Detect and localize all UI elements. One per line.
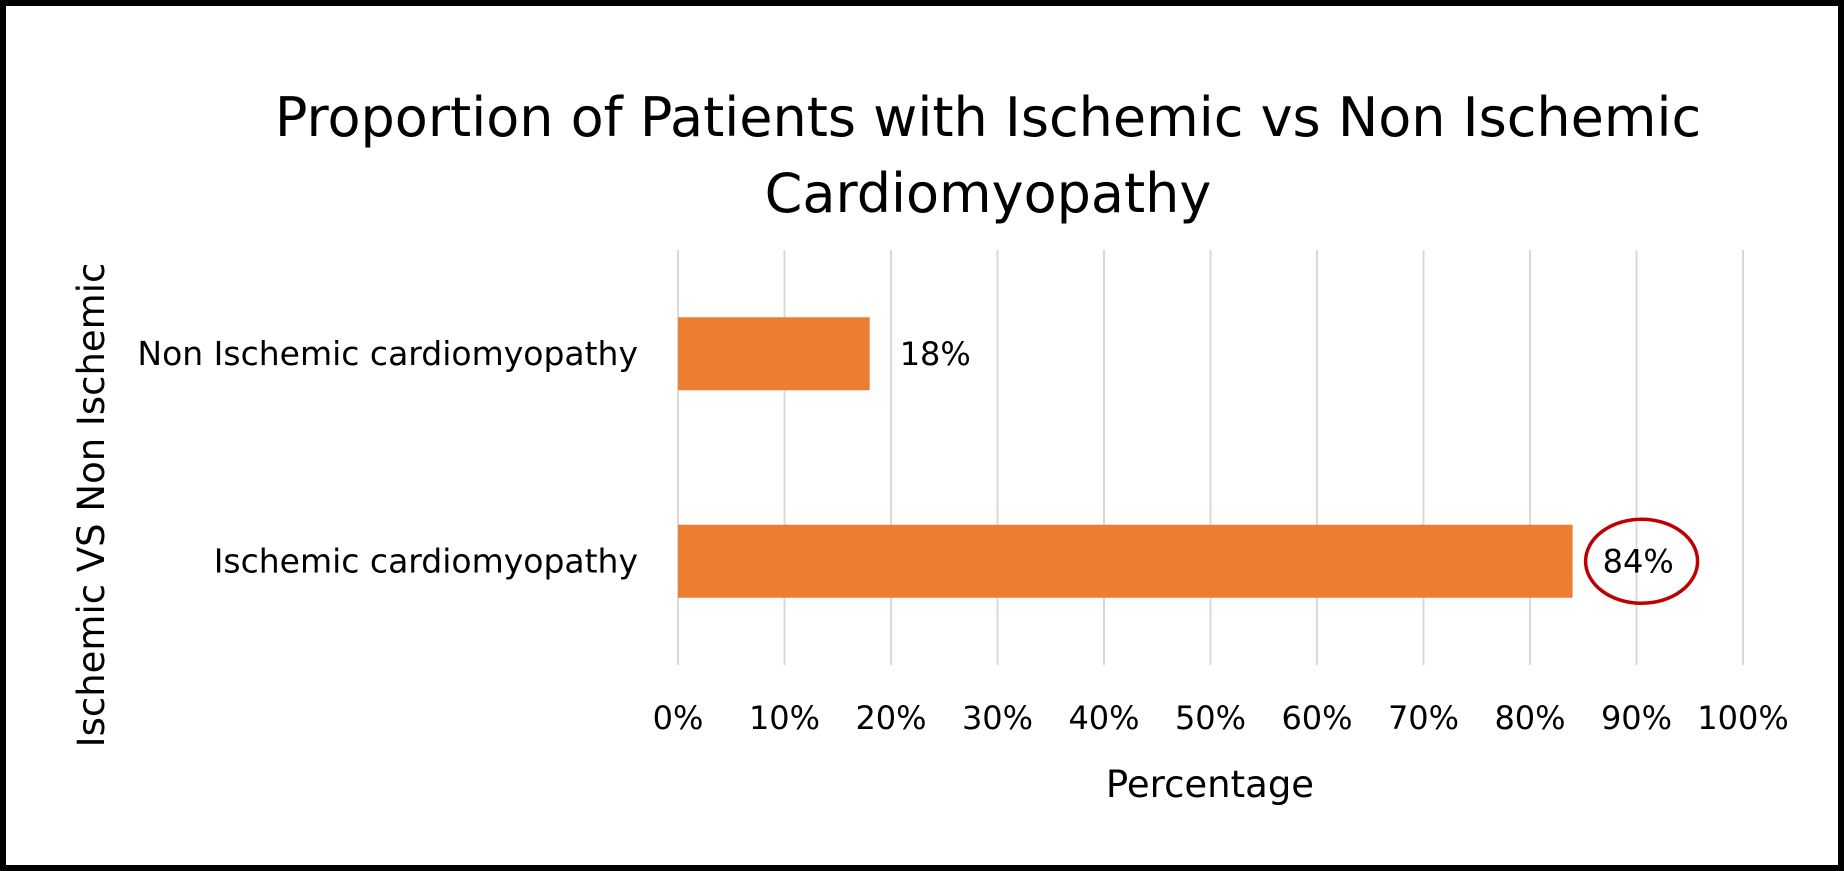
category-label-1: Ischemic cardiomyopathy xyxy=(214,541,638,580)
x-tick-label-60: 60% xyxy=(1281,699,1352,737)
x-tick-label-90: 90% xyxy=(1601,699,1672,737)
x-tick-label-10: 10% xyxy=(749,699,820,737)
bar-0 xyxy=(678,317,870,391)
bar-1 xyxy=(678,524,1573,598)
data-label-1: 84% xyxy=(1603,542,1674,580)
labels: 0% 10% 20% 30% 40% 50% 60% 70% 80% 90% 100% Non Isc… xyxy=(137,334,1788,737)
grid-lines xyxy=(677,250,1744,665)
x-tick-label-50: 50% xyxy=(1175,699,1246,737)
y-axis-title: Ischemic VS Non Ischemic xyxy=(70,263,113,748)
x-tick-label-100: 100% xyxy=(1697,699,1788,737)
chart-title-line-2: Cardiomyopathy xyxy=(765,162,1212,225)
x-tick-label-0: 0% xyxy=(653,699,704,737)
x-tick-label-30: 30% xyxy=(962,699,1033,737)
data-label-0: 18% xyxy=(900,335,971,373)
x-tick-label-20: 20% xyxy=(855,699,926,737)
x-tick-label-40: 40% xyxy=(1068,699,1139,737)
chart-title-line-1: Proportion of Patients with Ischemic vs … xyxy=(275,86,1701,149)
x-tick-label-70: 70% xyxy=(1388,699,1459,737)
x-tick-label-80: 80% xyxy=(1494,699,1565,737)
bars xyxy=(678,317,1573,598)
x-axis-title: Percentage xyxy=(1106,763,1314,806)
highlight-circle xyxy=(1583,517,1700,605)
category-label-0: Non Ischemic cardiomyopathy xyxy=(137,334,638,373)
